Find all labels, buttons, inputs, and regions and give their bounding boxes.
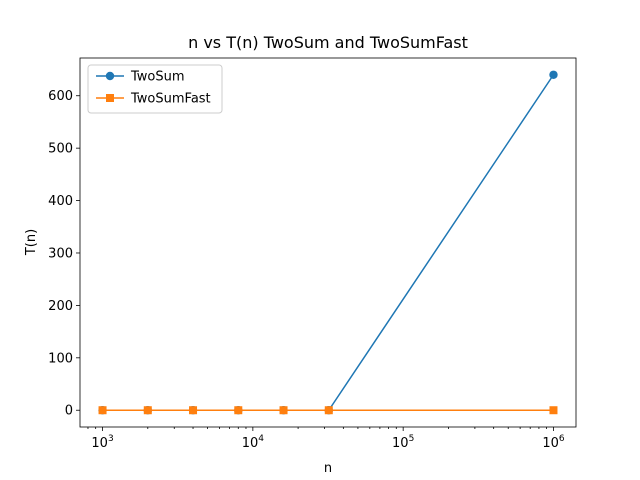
y-tick-label: 400	[48, 194, 73, 209]
chart-title: n vs T(n) TwoSum and TwoSumFast	[188, 33, 468, 52]
x-tick-label: 103	[91, 434, 113, 451]
legend-marker	[105, 71, 115, 81]
data-point	[98, 406, 107, 415]
data-point	[549, 70, 558, 79]
plot-area: 103 104 105 106 0 100 200 300 400 500 600	[48, 57, 577, 451]
legend-marker	[106, 94, 114, 102]
legend: TwoSum TwoSumFast	[87, 64, 223, 114]
legend-label: TwoSumFast	[130, 92, 211, 107]
x-tick-label: 105	[392, 434, 414, 451]
plot-frame	[79, 57, 577, 428]
data-point	[143, 406, 152, 415]
legend-label: TwoSum	[130, 70, 185, 85]
y-tick-label: 200	[48, 299, 73, 314]
y-axis-label: T(n)	[24, 229, 39, 256]
y-tick-label: 600	[48, 89, 73, 104]
y-tick-label: 300	[48, 246, 73, 261]
x-axis-label: n	[324, 461, 332, 476]
y-tick-label: 0	[65, 404, 73, 419]
y-tick-label: 100	[48, 351, 73, 366]
data-point	[324, 406, 333, 415]
data-point	[189, 406, 198, 415]
legend-box	[87, 64, 223, 114]
data-point	[234, 406, 243, 415]
x-tick-label: 106	[542, 434, 565, 451]
data-point	[279, 406, 288, 415]
data-point	[549, 406, 558, 415]
x-tick-label: 104	[242, 434, 265, 451]
y-tick-label: 500	[48, 142, 73, 157]
